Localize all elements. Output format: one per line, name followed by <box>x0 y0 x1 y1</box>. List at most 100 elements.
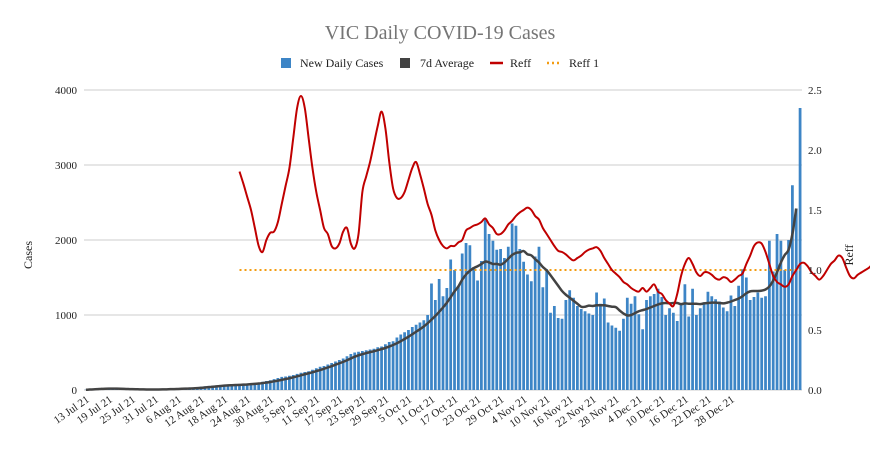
bar-new-daily-cases <box>664 315 668 390</box>
bar-new-daily-cases <box>314 368 318 390</box>
bar-new-daily-cases <box>464 243 468 390</box>
bar-new-daily-cases <box>698 308 702 390</box>
y-tick-label: 1000 <box>55 310 78 322</box>
legend-item-new-daily-cases: New Daily Cases <box>281 56 384 70</box>
bar-new-daily-cases <box>652 294 656 390</box>
bar-new-daily-cases <box>595 292 598 390</box>
legend-label-reff-1: Reff 1 <box>569 56 599 70</box>
bar-new-daily-cases <box>422 320 426 390</box>
y-tick-label: 3000 <box>55 160 78 172</box>
legend-item-reff: Reff <box>490 56 531 70</box>
bar-new-daily-cases <box>752 297 756 390</box>
bar-new-daily-cases <box>798 108 802 390</box>
bar-new-daily-cases <box>261 381 264 390</box>
bar-new-daily-cases <box>322 366 326 390</box>
bar-new-daily-cases <box>295 373 299 391</box>
bar-new-daily-cases <box>437 279 441 390</box>
legend-item-7d-average: 7d Average <box>400 56 474 70</box>
bar-new-daily-cases <box>718 301 721 390</box>
bar-new-daily-cases <box>238 384 241 390</box>
bar-new-daily-cases <box>695 315 698 390</box>
bar-new-daily-cases <box>349 354 353 390</box>
bar-new-daily-cases <box>733 306 737 390</box>
bar-new-daily-cases <box>268 380 272 390</box>
y-tick-label: 4000 <box>55 85 78 97</box>
bar-new-daily-cases <box>541 287 545 390</box>
bar-new-daily-cases <box>222 384 226 390</box>
legend-label-new-daily-cases: New Daily Cases <box>300 56 384 70</box>
bar-new-daily-cases <box>583 311 587 390</box>
bar-new-daily-cases <box>380 346 383 390</box>
bar-new-daily-cases <box>330 363 334 390</box>
bar-new-daily-cases <box>483 218 487 390</box>
y2-tick-label: 0.5 <box>808 325 822 337</box>
y-axis-title: Cases <box>21 241 35 269</box>
bar-new-daily-cases <box>445 288 449 390</box>
bar-new-daily-cases <box>622 318 625 390</box>
bar-new-daily-cases <box>476 280 479 390</box>
bar-new-daily-cases <box>410 327 414 390</box>
bar-new-daily-cases <box>299 372 303 390</box>
bar-new-daily-cases <box>564 300 568 390</box>
bar-new-daily-cases <box>656 288 660 390</box>
chart-title: VIC Daily COVID-19 Cases <box>325 22 556 44</box>
y-tick-label: 0 <box>72 385 78 397</box>
bar-new-daily-cases <box>775 234 779 390</box>
bar-new-daily-cases <box>741 269 744 390</box>
bar-new-daily-cases <box>395 337 399 390</box>
bar-new-daily-cases <box>276 378 280 390</box>
bar-new-daily-cases <box>744 277 748 390</box>
bar-new-daily-cases <box>587 313 591 390</box>
bar-new-daily-cases <box>576 306 579 390</box>
bar-new-daily-cases <box>767 240 771 390</box>
bar-new-daily-cases <box>257 382 261 390</box>
bar-new-daily-cases <box>234 384 238 390</box>
legend-label-7d-average: 7d Average <box>420 56 474 70</box>
y2-tick-label: 0.0 <box>808 385 822 397</box>
bar-new-daily-cases <box>552 306 556 390</box>
bar-new-daily-cases <box>399 334 403 390</box>
bar-new-daily-cases <box>265 381 268 390</box>
bar-new-daily-cases <box>637 314 641 390</box>
bar-new-daily-cases <box>714 299 717 390</box>
bar-new-daily-cases <box>345 356 349 390</box>
bar-new-daily-cases <box>629 303 633 390</box>
bar-new-daily-cases <box>579 309 583 390</box>
bar-new-daily-cases <box>357 351 360 390</box>
bar-new-daily-cases <box>307 371 310 390</box>
bar-new-daily-cases <box>556 318 560 390</box>
bar-new-daily-cases <box>456 286 460 390</box>
bar-new-daily-cases <box>368 349 372 390</box>
bar-new-daily-cases <box>487 234 491 390</box>
bar-new-daily-cases <box>648 296 652 390</box>
bar-new-daily-cases <box>291 375 295 390</box>
y2-tick-label: 1.5 <box>808 205 822 217</box>
bar-new-daily-cases <box>599 303 602 390</box>
bar-new-daily-cases <box>675 321 679 390</box>
bar-new-daily-cases <box>249 383 253 390</box>
bar-new-daily-cases <box>671 312 675 390</box>
bar-new-daily-cases <box>503 258 506 390</box>
bar-new-daily-cases <box>687 316 691 390</box>
bar-new-daily-cases <box>549 312 552 390</box>
bar-new-daily-cases <box>441 296 445 390</box>
bar-new-daily-cases <box>372 348 376 390</box>
bar-new-daily-cases <box>215 385 218 390</box>
bar-new-daily-cases <box>787 240 790 390</box>
y-tick-label: 2000 <box>55 235 78 247</box>
bar-new-daily-cases <box>418 322 422 390</box>
bar-new-daily-cases <box>710 296 714 390</box>
bar-new-daily-cases <box>748 300 752 390</box>
bar-new-daily-cases <box>771 271 775 390</box>
bar-new-daily-cases <box>303 372 307 390</box>
bar-new-daily-cases <box>495 249 499 390</box>
y2-tick-label: 2.0 <box>808 145 822 157</box>
bar-new-daily-cases <box>706 291 710 390</box>
bar-new-daily-cases <box>668 308 671 390</box>
bar-new-daily-cases <box>614 327 618 390</box>
y2-tick-label: 2.5 <box>808 85 822 97</box>
bar-new-daily-cases <box>545 269 549 390</box>
bar-new-daily-cases <box>491 240 495 390</box>
bar-series-new-daily-cases <box>84 108 802 391</box>
